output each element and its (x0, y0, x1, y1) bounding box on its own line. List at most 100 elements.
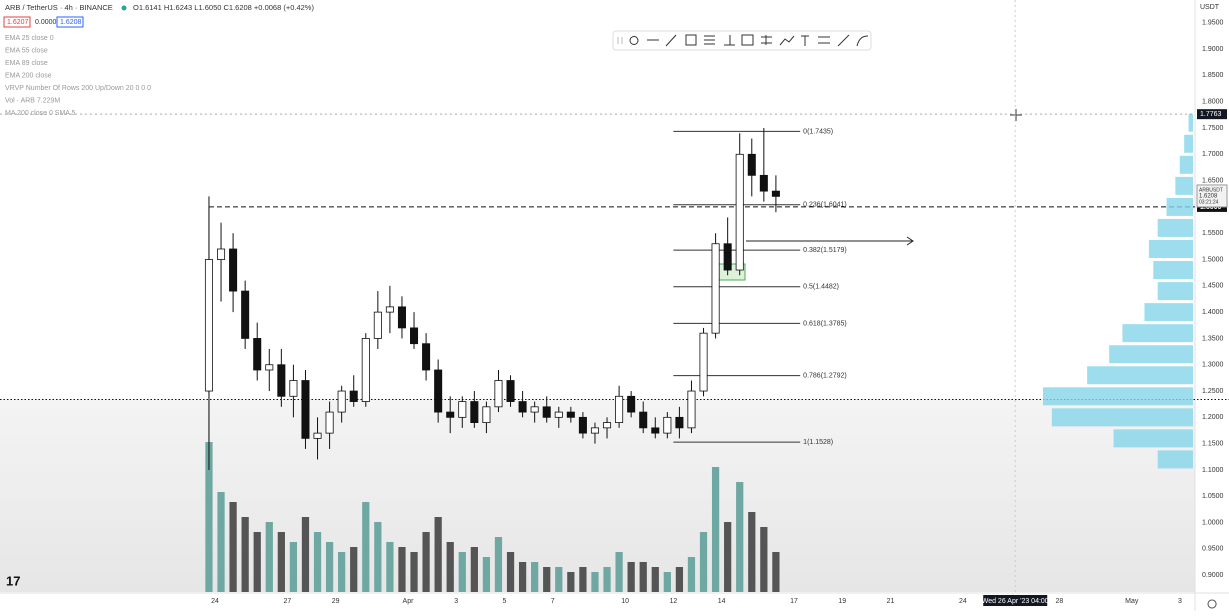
y-tick-label: 1.0000 (1202, 519, 1224, 526)
last-price: 1.6208 (1199, 194, 1218, 200)
y-tick-label: 1.2000 (1202, 414, 1224, 421)
indicator: MA 200 close 0 SMA 5 (5, 110, 76, 117)
candle-body (470, 401, 479, 424)
profile-bar (1188, 113, 1193, 132)
symbol: ARB / TetherUS · 4h · BINANCE (5, 3, 113, 12)
candle-body (313, 432, 322, 439)
y-tick-label: 1.3500 (1202, 335, 1224, 342)
profile-bar (1179, 155, 1193, 174)
tool-path[interactable] (779, 35, 795, 46)
profile-bar (1148, 239, 1193, 258)
y-tick-label: 0.9000 (1202, 572, 1224, 579)
candle-body (590, 427, 599, 434)
last-symbol: ARBUSDT (1199, 187, 1223, 193)
candle-body (361, 338, 370, 402)
tool-text[interactable] (801, 35, 809, 46)
legend: ARB / TetherUS · 4h · BINANCE O1.6141 H1… (3, 3, 314, 28)
profile-bar (1175, 176, 1193, 195)
x-tick-label: 21 (887, 598, 895, 605)
x-tick-label: 28 (1055, 598, 1063, 605)
tool-brush[interactable] (837, 34, 850, 47)
volume-bar (229, 502, 237, 592)
tool-rect[interactable] (685, 34, 697, 46)
y-tick-label: 1.7500 (1202, 125, 1224, 132)
candle-body (554, 411, 563, 418)
candle-body (229, 248, 238, 292)
tool-price[interactable] (724, 35, 735, 46)
volume-bar (748, 512, 756, 592)
tool-line[interactable] (665, 34, 677, 47)
crosshair-time: Wed 26 Apr '23 04:00 (982, 598, 1049, 605)
crosshair-cursor (1010, 109, 1022, 121)
candle-body (651, 427, 660, 434)
volume-bar (736, 482, 744, 592)
x-tick-label: 19 (838, 598, 846, 605)
candle-body (615, 395, 624, 424)
ask[interactable]: 1.6208 (60, 19, 82, 26)
candle-body (771, 190, 780, 197)
volume-bar (265, 522, 273, 592)
candle-body (410, 327, 419, 345)
volume-bar (627, 562, 635, 592)
x-tick-label: 27 (283, 598, 291, 605)
y-tick-label: 1.9000 (1202, 46, 1224, 53)
settings-icon[interactable] (1207, 599, 1217, 609)
volume-bar (482, 557, 491, 592)
candle-body (735, 153, 744, 271)
x-tick-label: Apr (403, 598, 415, 605)
fib-label: 0(1.7435) (803, 128, 833, 135)
ohlc: O1.6141 H1.6243 L1.6050 C1.6208 +0.0068 … (133, 3, 314, 12)
profile-bar (1144, 303, 1193, 322)
volume-bar (760, 527, 768, 592)
y-tick-label: 1.8000 (1202, 99, 1224, 106)
volume-bar (687, 557, 696, 592)
tool-shape[interactable] (629, 36, 639, 45)
volume-bar (362, 502, 370, 592)
candle-body (627, 395, 636, 413)
profile-bar (1157, 282, 1193, 301)
bid-box[interactable] (3, 16, 31, 28)
profile-bar (1122, 324, 1193, 343)
bid[interactable]: 1.6207 (7, 19, 29, 26)
candle-body (204, 259, 213, 392)
ask-box[interactable] (56, 16, 84, 28)
volume-bar (338, 552, 346, 592)
volume-bar (470, 547, 478, 592)
volume-bar (422, 532, 430, 592)
tool-fib[interactable] (704, 35, 715, 45)
tool-curve[interactable] (856, 35, 869, 47)
x-tick-label: 3 (1178, 598, 1182, 605)
tool-measure[interactable] (818, 36, 830, 44)
volume-bar (639, 562, 647, 592)
candle-body (241, 290, 250, 339)
fib-label: 0.786(1.2792) (803, 373, 847, 380)
fib-label: 0.618(1.3785) (803, 320, 847, 327)
status-dot (121, 5, 127, 11)
y-tick-label: 1.4500 (1202, 283, 1224, 290)
volume-bar (350, 547, 358, 592)
profile-bar (1157, 218, 1193, 237)
fib-label: 0.382(1.5179) (803, 247, 847, 254)
volume-bar (615, 552, 623, 592)
candle-body (663, 416, 672, 434)
volume-bar (277, 532, 285, 592)
candle-body (217, 248, 226, 260)
tool-range[interactable] (741, 34, 754, 46)
profile-bar (1153, 261, 1193, 280)
fib-label: 1(1.1528) (803, 439, 833, 446)
volume-bar (579, 567, 587, 592)
y-tick-label: 1.1500 (1202, 440, 1224, 447)
countdown: 03:21:24 (1199, 199, 1219, 205)
profile-bar (1043, 387, 1193, 406)
volume-bar (603, 567, 611, 592)
volume-bar (253, 532, 261, 592)
indicator: EMA 25 close 0 (5, 35, 54, 42)
y-tick-label: 1.6500 (1202, 177, 1224, 184)
logo: 17 (6, 573, 20, 588)
y-tick-label: 1.8500 (1202, 72, 1224, 79)
volume-bar (651, 567, 659, 592)
profile-bar (1087, 366, 1193, 385)
tool-date[interactable] (761, 35, 772, 45)
fib-label: 0.236(1.6041) (803, 202, 847, 209)
drag-handle[interactable] (617, 37, 623, 44)
